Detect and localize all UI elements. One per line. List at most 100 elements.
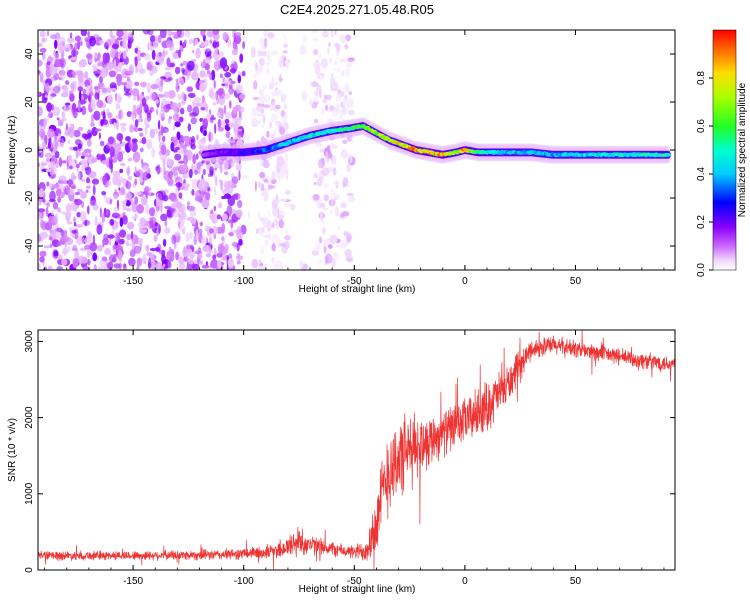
noise-speckle	[222, 251, 228, 261]
noise-speckle	[270, 112, 278, 123]
noise-speckle	[209, 36, 212, 44]
noise-speckle	[77, 86, 84, 92]
noise-speckle	[86, 129, 92, 140]
noise-speckle	[74, 159, 77, 164]
noise-speckle	[38, 263, 41, 269]
noise-speckle	[190, 143, 193, 149]
noise-speckle	[209, 236, 213, 247]
noise-speckle	[43, 37, 48, 42]
noise-speckle	[185, 266, 193, 270]
noise-speckle	[342, 99, 347, 107]
noise-speckle	[187, 205, 196, 211]
noise-speckle	[158, 131, 161, 143]
noise-speckle	[74, 249, 80, 260]
noise-speckle	[51, 229, 59, 239]
noise-speckle	[167, 77, 173, 81]
noise-speckle	[71, 175, 77, 180]
noise-speckle	[199, 260, 204, 265]
noise-speckle	[329, 234, 338, 245]
noise-speckle	[229, 100, 232, 109]
noise-speckle	[135, 169, 144, 178]
noise-speckle	[195, 153, 199, 160]
noise-speckle	[188, 258, 194, 265]
noise-speckle	[83, 71, 89, 79]
noise-speckle	[74, 35, 81, 42]
y-tick-label: -20	[24, 190, 35, 205]
noise-speckle	[205, 261, 209, 266]
noise-speckle	[65, 203, 72, 214]
noise-speckle	[51, 210, 55, 216]
y-tick-label: 0	[24, 147, 35, 153]
noise-speckle	[158, 190, 167, 201]
noise-speckle	[299, 260, 304, 269]
noise-speckle	[109, 30, 113, 38]
noise-speckle	[183, 154, 188, 166]
noise-speckle	[122, 39, 127, 49]
y-tick-label: 0	[24, 567, 35, 573]
noise-speckle	[151, 261, 158, 270]
y-tick-label: -40	[24, 238, 35, 253]
noise-speckle	[141, 196, 148, 206]
noise-speckle	[97, 266, 106, 270]
noise-speckle	[235, 163, 242, 171]
noise-speckle	[252, 97, 260, 100]
noise-speckle	[232, 39, 237, 50]
noise-speckle	[57, 132, 61, 142]
noise-speckle	[51, 103, 54, 111]
noise-speckle	[263, 37, 268, 48]
noise-speckle	[93, 264, 97, 270]
noise-speckle	[39, 72, 44, 83]
noise-speckle	[104, 66, 108, 73]
noise-speckle	[179, 40, 183, 46]
noise-speckle	[166, 40, 174, 48]
noise-speckle	[58, 42, 64, 54]
noise-speckle	[259, 171, 266, 179]
noise-speckle	[168, 170, 174, 179]
noise-speckle	[89, 152, 92, 158]
noise-speckle	[342, 84, 351, 94]
noise-speckle	[200, 235, 208, 245]
colorbar-ticks: 0.0 0.2 0.4 0.6 0.8	[696, 71, 713, 277]
noise-speckle	[219, 156, 228, 161]
noise-speckle	[196, 134, 199, 141]
noise-speckle	[322, 30, 329, 38]
snr-y-label: SNR (10 * v/v)	[7, 418, 18, 482]
noise-speckle	[81, 178, 86, 183]
noise-speckle	[335, 103, 340, 109]
noise-speckle	[47, 141, 52, 149]
noise-speckle	[86, 84, 90, 94]
noise-speckle	[272, 263, 279, 270]
noise-speckle	[142, 171, 149, 181]
noise-speckle	[344, 94, 348, 101]
noise-speckle	[244, 30, 248, 41]
noise-speckle	[54, 58, 62, 68]
noise-speckle	[99, 140, 105, 147]
noise-speckle	[153, 128, 159, 135]
noise-speckle	[199, 117, 204, 122]
noise-speckle	[331, 155, 337, 166]
noise-speckle	[123, 263, 126, 269]
noise-speckle	[327, 46, 330, 55]
noise-speckle	[322, 207, 329, 211]
noise-speckle	[119, 168, 124, 174]
noise-speckle	[241, 70, 246, 77]
noise-speckle	[95, 128, 102, 132]
noise-speckle	[205, 103, 209, 112]
noise-speckle	[224, 112, 232, 119]
noise-speckle	[156, 94, 165, 98]
noise-speckle	[142, 165, 149, 172]
noise-speckle	[145, 244, 150, 252]
noise-speckle	[77, 143, 83, 150]
noise-speckle	[273, 218, 278, 226]
ridge-cell	[665, 153, 672, 157]
noise-speckle	[321, 167, 330, 176]
noise-speckle	[224, 79, 229, 89]
noise-speckle	[119, 229, 127, 238]
noise-speckle	[131, 88, 140, 97]
noise-speckle	[205, 190, 210, 202]
noise-speckle	[48, 215, 53, 227]
noise-speckle	[330, 81, 337, 92]
noise-speckle	[214, 47, 219, 55]
noise-speckle	[126, 221, 135, 230]
noise-speckle	[323, 238, 330, 248]
